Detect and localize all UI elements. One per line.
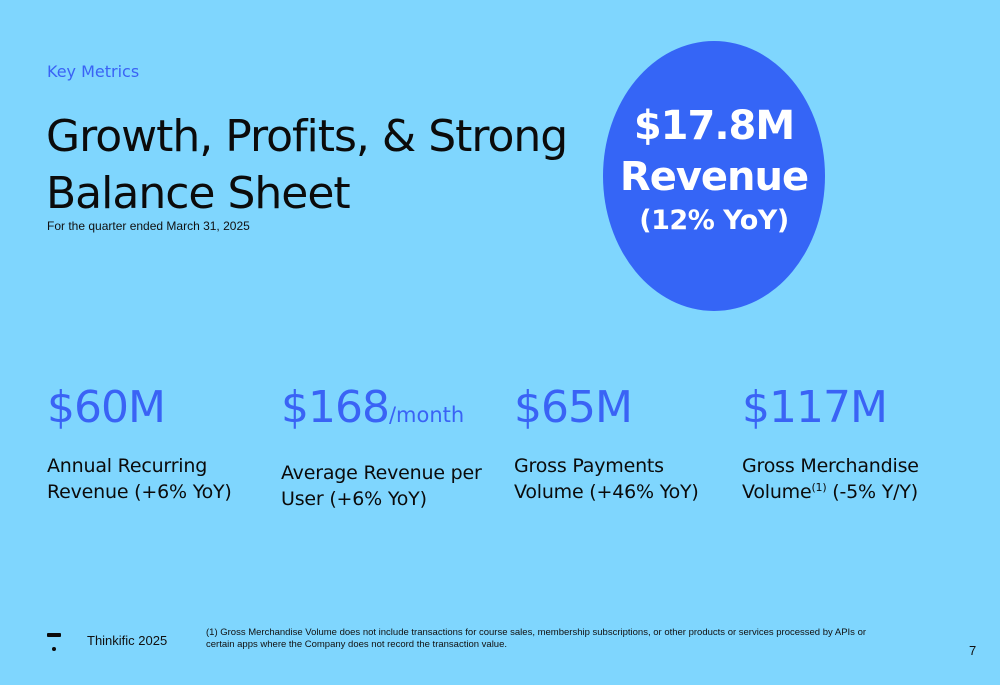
metric-label-text: Gross Merchandise Volume: [742, 455, 919, 503]
metric-gpv: $65M Gross Payments Volume (+46% YoY): [514, 382, 739, 505]
revenue-value: $17.8M: [633, 103, 795, 149]
metric-value-number: $117M: [742, 382, 888, 433]
footnote-marker: (1): [811, 481, 827, 494]
metric-value: $60M: [47, 382, 262, 434]
metric-label-change: (-5% Y/Y): [826, 481, 918, 503]
metric-value-number: $168: [281, 382, 390, 433]
metric-label: Average Revenue per User (+6% YoY): [281, 462, 482, 510]
metric-value: $168/month: [281, 382, 491, 441]
footnote: (1) Gross Merchandise Volume does not in…: [206, 627, 867, 650]
thinkific-logo-icon: [47, 633, 61, 653]
metric-value: $65M: [514, 382, 739, 434]
eyebrow-label: Key Metrics: [47, 62, 140, 81]
metric-arr: $60M Annual Recurring Revenue (+6% YoY): [47, 382, 262, 505]
brand-label: Thinkific 2025: [87, 633, 168, 648]
metric-value-number: $60M: [47, 382, 166, 433]
slide-title: Growth, Profits, & Strong Balance Sheet: [46, 111, 568, 219]
slide-subtitle: For the quarter ended March 31, 2025: [47, 219, 250, 233]
revenue-change: (12% YoY): [639, 205, 789, 236]
metric-gmv: $117M Gross Merchandise Volume(1) (-5% Y…: [742, 382, 962, 505]
metric-label: Gross Payments Volume (+46% YoY): [514, 455, 699, 503]
revenue-highlight-content: $17.8M Revenue (12% YoY): [619, 101, 809, 239]
metric-label: Gross Merchandise Volume(1) (-5% Y/Y): [742, 453, 962, 505]
revenue-highlight-circle: $17.8M Revenue (12% YoY): [603, 41, 825, 311]
metric-value-unit: /month: [388, 403, 465, 427]
page-number: 7: [969, 643, 977, 658]
revenue-label: Revenue: [619, 154, 809, 200]
metric-value: $117M: [742, 382, 962, 434]
metric-value-number: $65M: [514, 382, 633, 433]
metric-arpu: $168/month Average Revenue per User (+6%…: [281, 382, 491, 512]
metric-label: Annual Recurring Revenue (+6% YoY): [47, 455, 232, 503]
